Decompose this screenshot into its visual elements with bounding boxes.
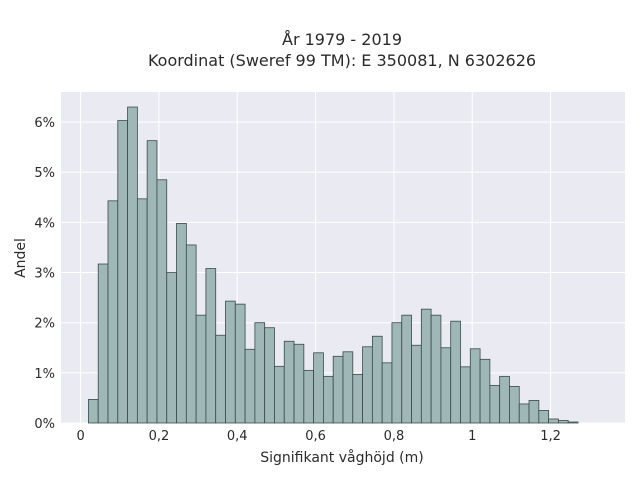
histogram-bar — [195, 314, 207, 424]
histogram-bar — [215, 334, 226, 424]
chart-subtitle: Koordinat (Sweref 99 TM): E 350081, N 63… — [148, 51, 536, 70]
histogram-bar — [225, 300, 236, 424]
y-tick-label: 1% — [34, 367, 55, 382]
histogram-bar — [234, 303, 246, 424]
histogram-bar — [274, 365, 285, 424]
y-tick-label: 0% — [34, 417, 55, 432]
histogram-bar — [469, 348, 481, 424]
histogram-bar — [342, 351, 354, 424]
histogram-bar — [313, 352, 324, 424]
histogram-bar — [88, 399, 99, 424]
histogram-bar — [509, 385, 520, 424]
x-tick-label: 0,8 — [384, 429, 405, 444]
histogram-bar — [136, 198, 148, 424]
histogram-bar — [528, 400, 540, 424]
y-tick-label: 4% — [34, 216, 55, 231]
histogram-bar — [538, 410, 550, 424]
y-tick-label: 5% — [34, 166, 55, 181]
x-tick-label: 0 — [76, 429, 84, 444]
histogram-bar — [489, 384, 501, 424]
bars — [88, 106, 579, 424]
histogram-bar — [156, 179, 168, 424]
y-tick-label: 6% — [34, 116, 55, 131]
histogram-bar — [558, 420, 569, 424]
chart-title: År 1979 - 2019 — [282, 30, 402, 49]
histogram-bar — [332, 355, 344, 424]
histogram-bar — [362, 346, 373, 424]
histogram-bar — [323, 375, 334, 424]
histogram-bar — [430, 314, 442, 424]
histogram-bar — [420, 308, 432, 424]
histogram-bar — [401, 314, 412, 424]
y-tick-label: 3% — [34, 267, 55, 282]
histogram-bar — [244, 348, 256, 424]
histogram-bar — [293, 343, 305, 424]
x-axis-label: Signifikant våghöjd (m) — [260, 449, 423, 466]
histogram-bar — [450, 320, 461, 424]
histogram-bar — [381, 362, 393, 424]
x-tick-label: 1 — [468, 429, 476, 444]
y-tick-label: 2% — [34, 317, 55, 332]
histogram-bar — [185, 244, 197, 424]
histogram-bar — [548, 418, 559, 424]
histogram-bar — [127, 106, 138, 424]
histogram-bar — [411, 344, 422, 424]
histogram-bar — [205, 268, 217, 424]
histogram-bar — [107, 200, 119, 424]
histogram-bar — [499, 375, 510, 424]
y-axis-label: Andel — [13, 238, 29, 278]
x-tick-label: 0,4 — [227, 429, 248, 444]
histogram-bar — [371, 335, 383, 424]
histogram-bar — [117, 120, 128, 424]
histogram-bar — [166, 272, 177, 424]
x-tick-label: 0,6 — [305, 429, 326, 444]
histogram-bar — [176, 222, 187, 424]
histogram-bar — [460, 366, 471, 424]
y-axis-ticks: 0% 1% 2% 3% 4% 5% 6% — [34, 116, 55, 432]
histogram-bar — [352, 373, 363, 424]
histogram-bar — [303, 369, 315, 424]
histogram-bar — [440, 347, 452, 424]
histogram-bar — [146, 140, 158, 424]
histogram-bar — [283, 340, 295, 424]
histogram-bar — [479, 358, 491, 424]
x-axis-ticks: 0 0,2 0,4 0,6 0,8 1 1,2 — [76, 429, 560, 444]
histogram-bar — [567, 421, 579, 424]
histogram-bar — [391, 322, 403, 424]
histogram-bar — [97, 263, 109, 424]
histogram-bar — [254, 322, 266, 424]
x-tick-label: 0,2 — [149, 429, 170, 444]
histogram-bar — [518, 403, 530, 424]
x-tick-label: 1,2 — [540, 429, 561, 444]
histogram-bar — [264, 327, 275, 424]
